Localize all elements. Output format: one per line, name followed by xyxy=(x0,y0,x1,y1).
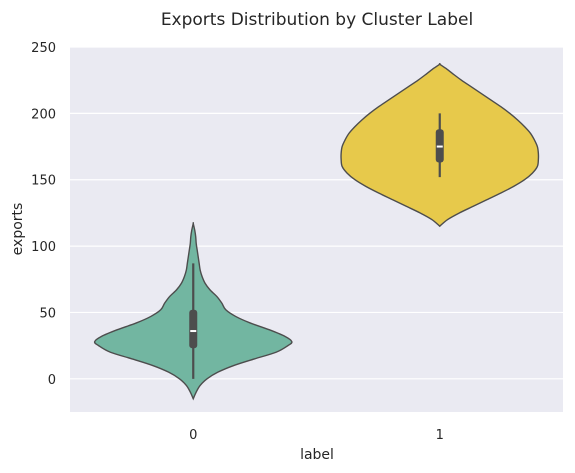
x-tick-label: 1 xyxy=(436,428,444,443)
y-tick-label: 250 xyxy=(31,41,56,56)
y-tick-label: 200 xyxy=(31,107,56,122)
y-tick-label: 150 xyxy=(31,174,56,189)
y-tick-label: 0 xyxy=(48,373,56,388)
iqr-box xyxy=(189,309,198,349)
gridlines xyxy=(70,46,563,380)
chart-title: Exports Distribution by Cluster Label xyxy=(161,10,473,30)
y-tick-labels: 0 50 100 150 200 250 xyxy=(31,41,56,388)
violin-1 xyxy=(340,63,540,228)
violin-0 xyxy=(93,221,293,401)
y-tick-label: 50 xyxy=(39,306,56,321)
x-tick-label: 0 xyxy=(189,428,197,443)
y-axis-label: exports xyxy=(10,203,26,256)
x-axis-label: label xyxy=(300,447,334,463)
y-tick-label: 100 xyxy=(31,240,56,255)
violins xyxy=(93,63,540,401)
